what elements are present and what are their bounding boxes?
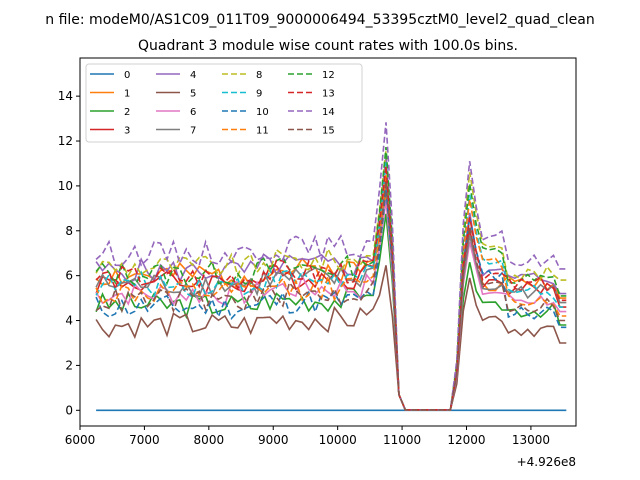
legend-label-3: 3 — [124, 126, 130, 137]
legend-label-9: 9 — [256, 89, 262, 100]
legend-label-5: 5 — [190, 89, 196, 100]
legend-label-2: 2 — [124, 107, 130, 118]
legend-label-1: 1 — [124, 89, 130, 100]
x-tick-label: 12000 — [447, 433, 485, 447]
y-tick-label: 8 — [65, 224, 73, 238]
legend-label-13: 13 — [322, 89, 335, 100]
legend-label-4: 4 — [190, 70, 196, 81]
legend-label-8: 8 — [256, 70, 262, 81]
chart-suptitle: n file: modeM0/AS1C09_011T09_9000006494_… — [45, 12, 594, 28]
plot-lines — [95, 122, 567, 412]
series-line-15 — [95, 181, 567, 411]
series-line-2 — [95, 213, 567, 411]
y-tick-label: 12 — [58, 134, 73, 148]
series-line-3 — [95, 177, 567, 411]
legend-label-0: 0 — [124, 70, 130, 81]
legend-frame — [85, 63, 363, 143]
x-tick-label: 6000 — [65, 433, 96, 447]
x-tick-label: 9000 — [258, 433, 289, 447]
legend-label-6: 6 — [190, 107, 196, 118]
legend-label-14: 14 — [322, 107, 335, 118]
x-tick-label: 10000 — [319, 433, 357, 447]
y-tick-label: 6 — [65, 269, 73, 283]
chart-title: Quadrant 3 module wise count rates with … — [138, 38, 518, 54]
x-offset-label: +4.926e8 — [517, 455, 576, 469]
x-tick-label: 11000 — [383, 433, 421, 447]
legend-label-15: 15 — [322, 126, 335, 137]
series-line-8 — [95, 150, 567, 411]
x-axis: 6000 7000 8000 9000 10000 11000 12000 13000 — [65, 426, 550, 447]
series-line-5 — [95, 265, 567, 411]
y-axis: 0 2 4 6 8 10 12 14 — [58, 89, 80, 417]
legend-label-7: 7 — [190, 126, 196, 137]
series-line-13 — [95, 166, 567, 411]
y-tick-label: 10 — [58, 179, 73, 193]
series-line-7 — [95, 185, 567, 411]
y-tick-label: 14 — [58, 89, 73, 103]
legend-label-10: 10 — [256, 107, 269, 118]
x-tick-label: 8000 — [194, 433, 225, 447]
series-line-12 — [95, 147, 567, 411]
legend-label-12: 12 — [322, 70, 335, 81]
y-tick-label: 0 — [65, 403, 73, 417]
x-tick-label: 7000 — [129, 433, 160, 447]
y-tick-label: 4 — [65, 314, 73, 328]
x-tick-label: 13000 — [512, 433, 550, 447]
axes-frame — [79, 57, 577, 427]
y-tick-label: 2 — [65, 358, 73, 372]
legend-label-11: 11 — [256, 126, 269, 137]
series-line-9 — [95, 162, 567, 411]
series-line-11 — [95, 173, 567, 411]
series-line-10 — [95, 188, 567, 411]
series-line-14 — [95, 122, 567, 411]
